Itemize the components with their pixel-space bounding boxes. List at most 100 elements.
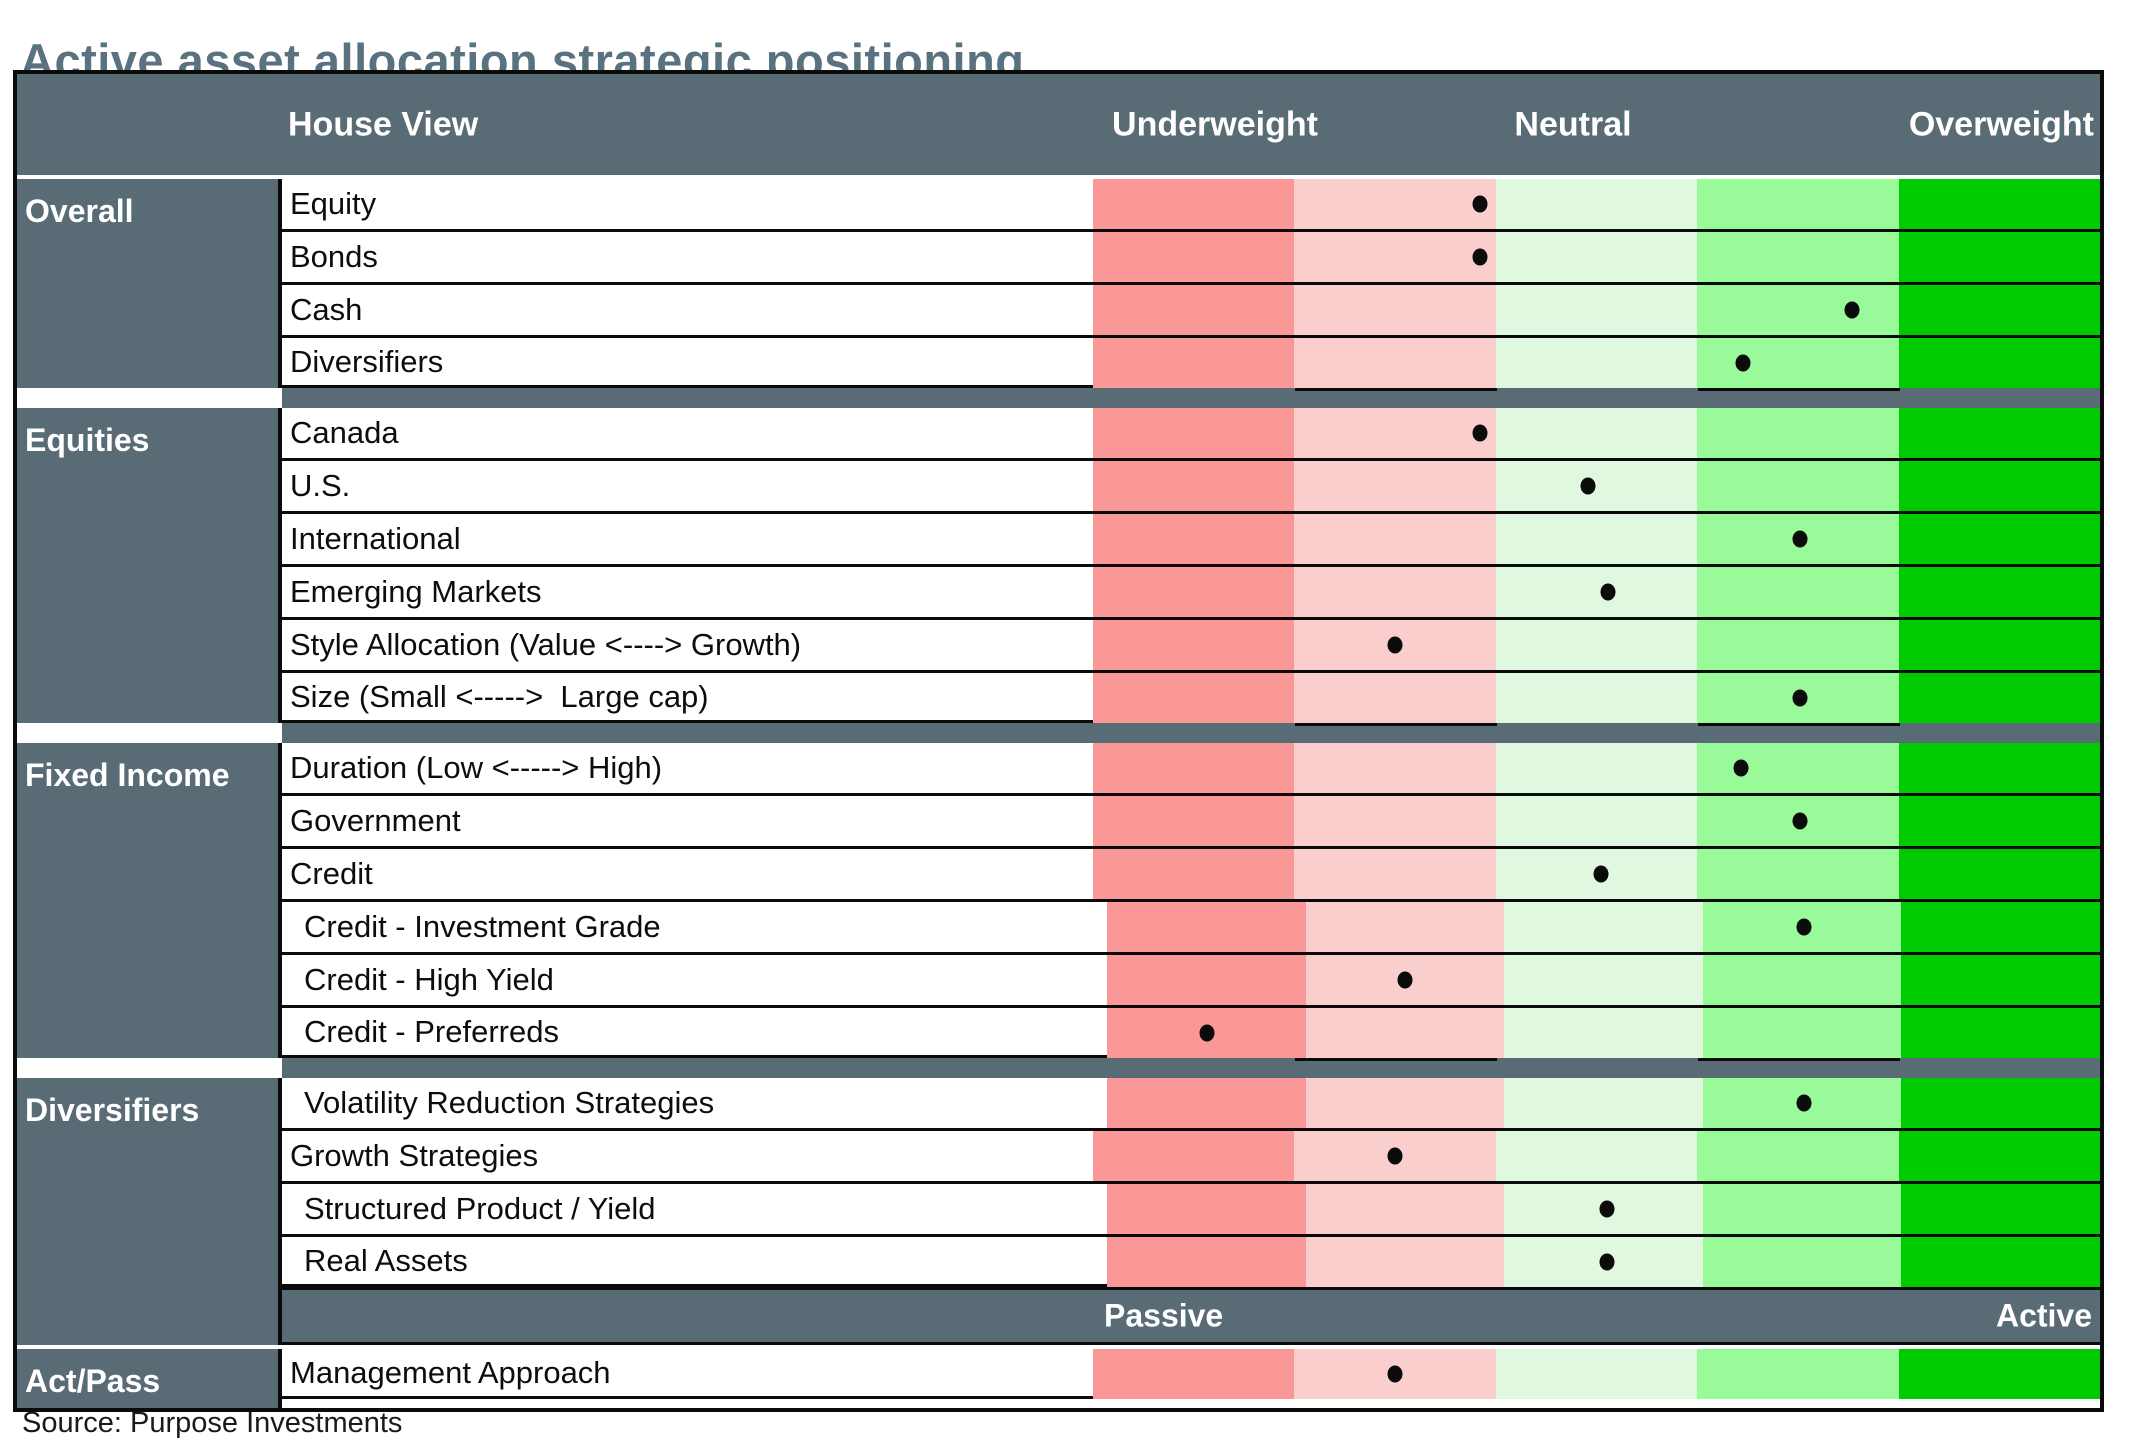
scale-cell [1093,673,2101,723]
band-neutral [1495,232,1698,282]
row-label: U.S. [282,461,1085,514]
band-neutral [1495,673,1698,723]
band-neutral [1504,1078,1703,1128]
table-row: Duration (Low <-----> High) [282,743,2101,796]
group-label: Equities [17,408,282,723]
band-underweight [1294,673,1496,723]
active-label: Active [1995,1297,2092,1334]
column-gap [1085,179,1093,232]
column-gap [1099,955,1107,1008]
band-strong-overweight [1901,1237,2100,1287]
scale-cell [1107,902,2100,955]
row-label: Size (Small <-----> Large cap) [282,673,1085,723]
column-gap [1085,673,1093,723]
column-gap [1085,285,1093,338]
band-strong-overweight [1898,514,2101,564]
band-strong-overweight [1898,338,2101,388]
scale-cell [1093,514,2101,567]
band-neutral [1495,461,1698,511]
table-row: Volatility Reduction Strategies [282,1078,2100,1131]
band-neutral [1495,1131,1698,1181]
band-strong-underweight [1093,849,1295,899]
band-strong-overweight [1901,1008,2100,1058]
band-overweight [1702,1008,1902,1058]
band-neutral [1495,338,1698,388]
column-gap [1085,743,1093,796]
group-diversifiers: Diversifiers Volatility Reduction Strate… [17,1078,2101,1345]
band-underweight [1305,902,1505,952]
position-dot [1844,301,1860,319]
scale-cell [1107,1184,2100,1237]
band-strong-underweight [1093,285,1295,335]
header-gap [17,175,2100,179]
band-strong-underweight [1093,620,1295,670]
scale-cell [1093,796,2101,849]
table-row: Size (Small <-----> Large cap) [282,673,2101,723]
table-row: U.S. [282,461,2101,514]
band-strong-overweight [1898,743,2101,793]
band-neutral [1495,796,1698,846]
band-overweight [1697,461,1899,511]
band-strong-overweight [1901,1078,2100,1128]
band-strong-overweight [1898,461,2101,511]
group-act-pass: Act/Pass Management Approach [17,1349,2101,1408]
column-gap [1099,1237,1107,1287]
band-underweight [1305,1237,1505,1287]
neutral-header: Neutral [1514,105,1632,143]
position-dot [1199,1024,1215,1042]
band-strong-overweight [1898,849,2101,899]
row-label: Real Assets [282,1237,1099,1287]
group-separator [17,723,2100,743]
row-label: International [282,514,1085,567]
table-row: Bonds [282,232,2101,285]
group-label: Overall [17,179,282,388]
band-overweight [1702,1184,1902,1234]
band-strong-overweight [1898,232,2101,282]
scale-cell [1107,1078,2100,1131]
band-strong-overweight [1898,1349,2101,1399]
scale-cell [1093,179,2101,232]
band-strong-overweight [1901,955,2100,1005]
table-row: Structured Product / Yield [282,1184,2100,1237]
band-underweight [1294,179,1496,229]
position-dot [1733,759,1748,777]
band-overweight [1697,285,1899,335]
band-overweight [1697,338,1899,388]
source-note: Source: Purpose Investments [22,1407,403,1439]
scale-cell [1093,338,2101,388]
table-row: Diversifiers [282,338,2101,388]
position-dot [1472,195,1488,213]
band-underweight [1294,796,1496,846]
band-neutral [1495,285,1698,335]
band-strong-underweight [1093,567,1295,617]
group-overall: Overall Equity Bonds Cash Diversifiers [17,179,2101,388]
row-label: Cash [282,285,1085,338]
position-dot [1397,971,1413,989]
position-dot [1735,354,1750,372]
column-gap [1099,902,1107,955]
band-strong-underweight [1093,179,1295,229]
band-strong-underweight [1107,1237,1306,1287]
column-gap [1099,1184,1107,1237]
group-label: Diversifiers [17,1078,282,1345]
band-neutral [1504,955,1703,1005]
position-dot [1472,424,1488,442]
position-dot [1792,689,1808,707]
band-underweight [1294,338,1496,388]
band-neutral [1504,902,1703,952]
band-neutral [1495,179,1698,229]
scale-cell [1107,1237,2100,1287]
row-label: Equity [282,179,1085,232]
table-row: Equity [282,179,2101,232]
band-overweight [1697,1349,1899,1399]
row-label: Management Approach [282,1349,1085,1399]
band-underweight [1305,1184,1505,1234]
row-label: Credit - High Yield [282,955,1099,1008]
scale-cell [1107,1008,2100,1058]
column-gap [1085,461,1093,514]
band-underweight [1294,461,1496,511]
scale-cell [1093,743,2101,796]
header-row: House View Underweight Neutral Overweigh… [17,74,2100,175]
table-row: Canada [282,408,2101,461]
